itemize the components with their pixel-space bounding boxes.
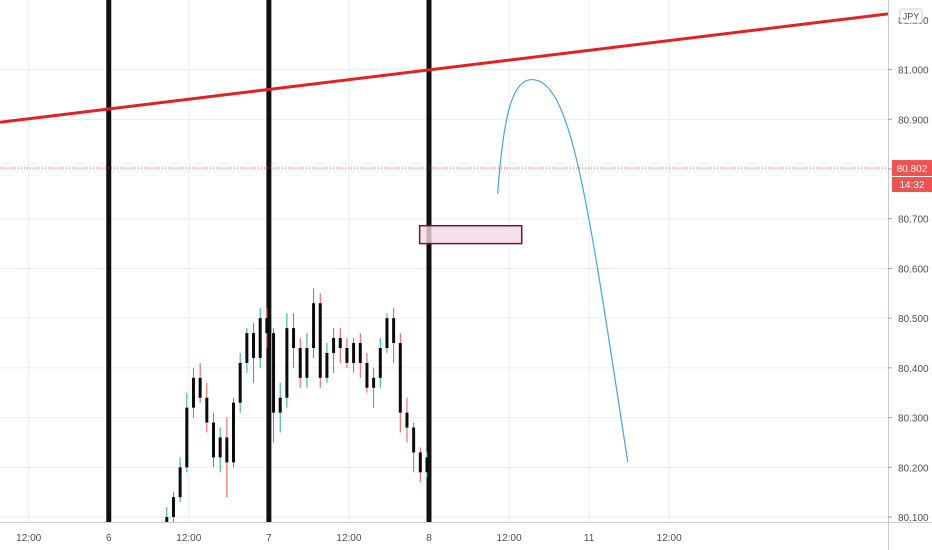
candle-body (312, 303, 316, 348)
time-tick-label: 7 (266, 533, 272, 544)
candle-body (345, 348, 349, 363)
candle-body (252, 333, 256, 358)
candle-body (218, 437, 222, 458)
price-tick-label: 80.400 (898, 364, 929, 375)
price-tick-label: 80.300 (898, 414, 929, 425)
time-tick-label: 11 (584, 533, 595, 544)
candle-body (205, 397, 209, 423)
candle-body (232, 402, 236, 463)
candle-body (425, 457, 429, 473)
candle-body (285, 328, 289, 398)
candle-body (325, 352, 329, 378)
candle-body (245, 333, 249, 363)
current-price-label: 80.802 (897, 164, 928, 175)
candle-body (211, 422, 215, 458)
candle-body (412, 427, 416, 453)
time-tick-label: 12:00 (176, 533, 201, 544)
countdown-label: 14:32 (899, 180, 924, 191)
candle-body (405, 412, 409, 428)
price-tick-label: 80.100 (898, 513, 929, 524)
price-tick-label: 80.500 (898, 314, 929, 325)
price-tick-label: 81.000 (898, 66, 929, 77)
time-tick-label: 12:00 (16, 533, 41, 544)
time-tick-label: 12:00 (497, 533, 522, 544)
candle-body (238, 362, 242, 403)
candle-body (178, 467, 182, 498)
candle-body (365, 362, 369, 388)
resistance-trend-line[interactable] (0, 12, 888, 124)
candle-body (198, 377, 202, 398)
candle-body (332, 338, 336, 353)
candle-body (171, 497, 175, 518)
plot-area[interactable] (0, 0, 888, 524)
price-tick-label: 80.700 (898, 215, 929, 226)
currency-badge[interactable] (899, 8, 923, 24)
time-tick-label: 12:00 (336, 533, 361, 544)
time-tick-label: 6 (106, 533, 112, 544)
candle-body (352, 343, 356, 363)
current-price-label-bg (892, 160, 932, 177)
countdown-label-bg (892, 177, 932, 193)
candle-body (265, 318, 269, 334)
candle-body (298, 348, 302, 378)
time-tick-label: 12:00 (657, 533, 682, 544)
candle-body (398, 343, 402, 413)
candle-body (191, 377, 195, 408)
time-tick-label: 8 (426, 533, 432, 544)
candle-body (358, 343, 362, 363)
candle-body (278, 397, 282, 413)
price-tick-label: 80.200 (898, 463, 929, 474)
candle-body (418, 452, 422, 473)
currency-badge-label: JPY (903, 12, 920, 22)
candle-body (165, 517, 169, 522)
candle-body (185, 407, 189, 468)
candle-body (338, 338, 342, 348)
support-zone-rectangle[interactable] (418, 224, 523, 245)
candle-body (385, 318, 389, 348)
price-tick-label: 80.900 (898, 115, 929, 126)
candle-body (318, 303, 322, 378)
candle-body (392, 318, 396, 344)
candle-body (292, 328, 296, 348)
candle-body (378, 348, 382, 378)
candle-body (258, 318, 262, 358)
candle-body (305, 348, 309, 378)
projection-arc-path[interactable] (497, 78, 629, 463)
candle-body (272, 333, 276, 413)
price-tick-label: 80.600 (898, 264, 929, 275)
candle-body (372, 377, 376, 388)
candle-body (225, 437, 229, 463)
